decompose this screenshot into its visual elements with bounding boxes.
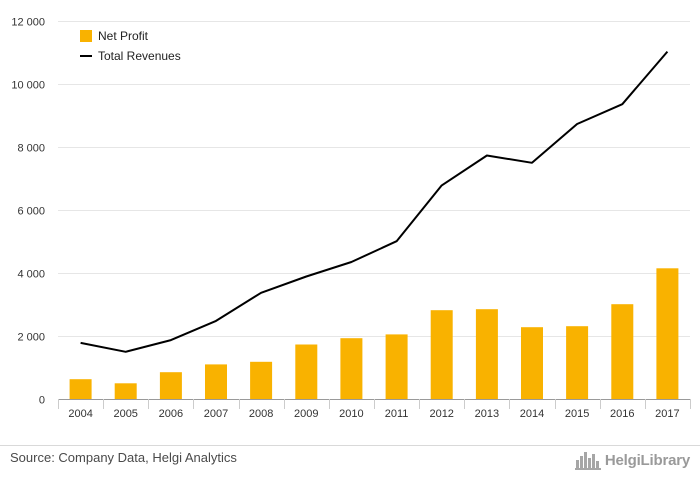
y-tick-label: 12 000: [11, 17, 45, 29]
x-tick-label: 2014: [520, 408, 544, 420]
net-profit-bar: [430, 310, 453, 399]
y-tick-label: 4 000: [17, 269, 45, 281]
legend-label-net-profit: Net Profit: [98, 29, 149, 43]
source-note: Source: Company Data, Helgi Analytics: [10, 450, 237, 465]
net-profit-bar: [656, 268, 679, 399]
net-profit-bar: [566, 326, 589, 399]
net-profit-bar: [205, 364, 227, 399]
net-profit-bar: [250, 361, 273, 399]
x-tick-label: 2010: [339, 408, 363, 420]
net-profit-bar: [611, 304, 634, 399]
y-axis-ticks: 0 2 000 4 000 6 000 8 000 10 000 12 000: [11, 17, 45, 407]
x-tick-label: 2012: [429, 408, 453, 420]
x-tick-label: 2016: [610, 408, 634, 420]
brand-logo: HelgiLibrary: [574, 448, 690, 472]
gridlines: [58, 21, 690, 337]
y-tick-label: 8 000: [17, 143, 45, 155]
net-profit-bar: [114, 383, 137, 400]
net-profit-bars: [69, 268, 679, 400]
y-tick-label: 0: [39, 395, 45, 407]
y-tick-label: 6 000: [17, 206, 45, 218]
x-axis: 2004 2005 2006 2007 2008 2009 2010 2011 2012 2013…: [58, 399, 691, 420]
x-tick-label: 2005: [113, 408, 137, 420]
x-tick-label: 2013: [475, 408, 499, 420]
legend-swatch-net-profit: [80, 30, 92, 42]
x-tick-label: 2017: [655, 408, 679, 420]
x-tick-label: 2004: [68, 408, 92, 420]
total-revenues-line: [80, 50, 669, 353]
footer-divider: [0, 445, 700, 446]
y-tick-label: 10 000: [11, 80, 45, 92]
legend-label-total-revenues: Total Revenues: [98, 49, 181, 63]
net-profit-bar: [521, 327, 543, 399]
brand-name: HelgiLibrary: [604, 451, 690, 469]
net-profit-bar: [340, 338, 363, 399]
y-tick-label: 2 000: [17, 332, 45, 344]
net-profit-bar: [69, 379, 92, 399]
city-skyline-icon: [574, 452, 601, 470]
net-profit-bar: [475, 309, 498, 399]
x-tick-label: 2008: [249, 408, 273, 420]
x-tick-label: 2007: [204, 408, 228, 420]
x-tick-label: 2006: [159, 408, 183, 420]
x-tick-label: 2015: [565, 408, 589, 420]
x-tick-label: 2009: [294, 408, 318, 420]
net-profit-bar: [159, 372, 182, 399]
net-profit-bar: [295, 344, 318, 399]
total-revenues-line-group: [80, 50, 669, 353]
net-profit-bar: [385, 334, 408, 399]
legend: Net Profit Total Revenues: [80, 29, 181, 63]
x-tick-label: 2011: [385, 408, 409, 420]
